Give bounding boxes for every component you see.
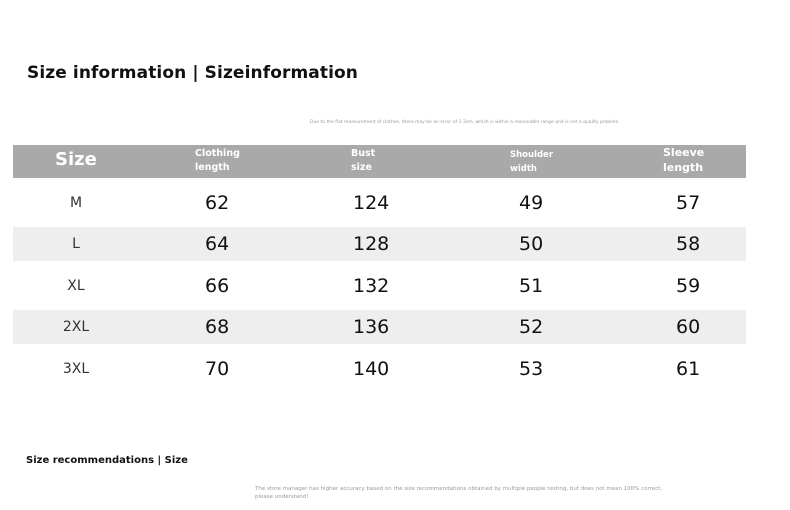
size-cell: L [72,236,80,252]
header-bust-size: Bust size [351,148,376,173]
header-sleeve-length: Sleeve length [663,146,705,174]
shoulder-width-cell: 50 [519,233,544,255]
page-title: Size information | Sizeinformation [27,63,358,83]
table-row: M 62 124 49 57 [13,186,746,220]
shoulder-width-cell: 53 [519,358,544,380]
size-cell: 3XL [62,361,90,377]
table-header: Size Clothing length Bust size Shoulder … [13,145,746,178]
shoulder-width-cell: 51 [519,275,544,297]
footnote: The store manager has higher accuracy ba… [255,486,663,500]
sleeve-length-cell: 59 [676,275,701,297]
bust-size-cell: 124 [353,192,390,214]
table-row: L 64 128 50 58 [13,227,746,261]
measurement-note: Due to the flat measurement of clothes, … [310,120,619,125]
shoulder-width-cell: 52 [519,316,544,338]
bust-size-cell: 128 [353,233,390,255]
bust-size-cell: 140 [353,358,390,380]
header-clothing-length: Clothing length [195,148,240,173]
clothing-length-cell: 62 [205,192,230,214]
sleeve-length-cell: 61 [676,358,701,380]
clothing-length-cell: 64 [205,233,230,255]
size-cell: 2XL [62,319,90,335]
recommendations-title: Size recommendations | Size [26,455,188,466]
clothing-length-cell: 70 [205,358,230,380]
table-row: XL 66 132 51 59 [13,269,746,303]
header-size: Size [55,149,97,170]
table-row: 3XL 70 140 53 61 [13,352,746,386]
sleeve-length-cell: 58 [676,233,701,255]
clothing-length-cell: 66 [205,275,230,297]
clothing-length-cell: 68 [205,316,230,338]
shoulder-width-cell: 49 [519,192,544,214]
table-row: 2XL 68 136 52 60 [13,310,746,344]
bust-size-cell: 132 [353,275,390,297]
size-cell: XL [67,278,85,294]
bust-size-cell: 136 [353,316,390,338]
sleeve-length-cell: 60 [676,316,701,338]
header-shoulder-width: Shoulder width [510,150,554,174]
size-cell: M [69,195,83,211]
sleeve-length-cell: 57 [676,192,701,214]
